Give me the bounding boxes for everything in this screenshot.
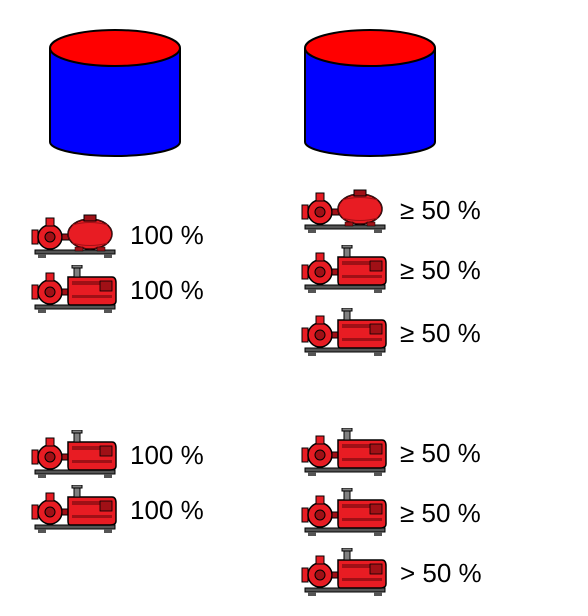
pump-row: 100 % (30, 210, 204, 260)
pump-row: ≥ 50 % (300, 185, 481, 235)
pump-row: ≥ 50 % (300, 428, 481, 478)
pump-electric-icon (300, 185, 390, 235)
pump-row: ≥ 50 % (300, 245, 481, 295)
pump-label: ≥ 50 % (400, 498, 481, 529)
pump-diesel-icon (300, 488, 390, 538)
pump-label: > 50 % (400, 558, 482, 589)
pump-label: 100 % (130, 275, 204, 306)
pump-diesel-icon (300, 548, 390, 598)
pump-diesel-icon (300, 308, 390, 358)
pump-row: ≥ 50 % (300, 308, 481, 358)
pump-row: ≥ 50 % (300, 488, 481, 538)
pump-diesel-icon (30, 430, 120, 480)
pump-diesel-icon (300, 428, 390, 478)
pump-label: ≥ 50 % (400, 255, 481, 286)
tank-right (300, 20, 440, 165)
pump-label: ≥ 50 % (400, 195, 481, 226)
pump-diesel-icon (30, 485, 120, 535)
pump-diesel-icon (300, 245, 390, 295)
pump-row: 100 % (30, 430, 204, 480)
pump-row: 100 % (30, 485, 204, 535)
pump-row: 100 % (30, 265, 204, 315)
pump-diesel-icon (30, 265, 120, 315)
pump-row: > 50 % (300, 548, 482, 598)
pump-label: 100 % (130, 220, 204, 251)
pump-label: 100 % (130, 440, 204, 471)
pump-label: ≥ 50 % (400, 318, 481, 349)
pump-label: 100 % (130, 495, 204, 526)
pump-electric-icon (30, 210, 120, 260)
tank-left (45, 20, 185, 165)
pump-label: ≥ 50 % (400, 438, 481, 469)
